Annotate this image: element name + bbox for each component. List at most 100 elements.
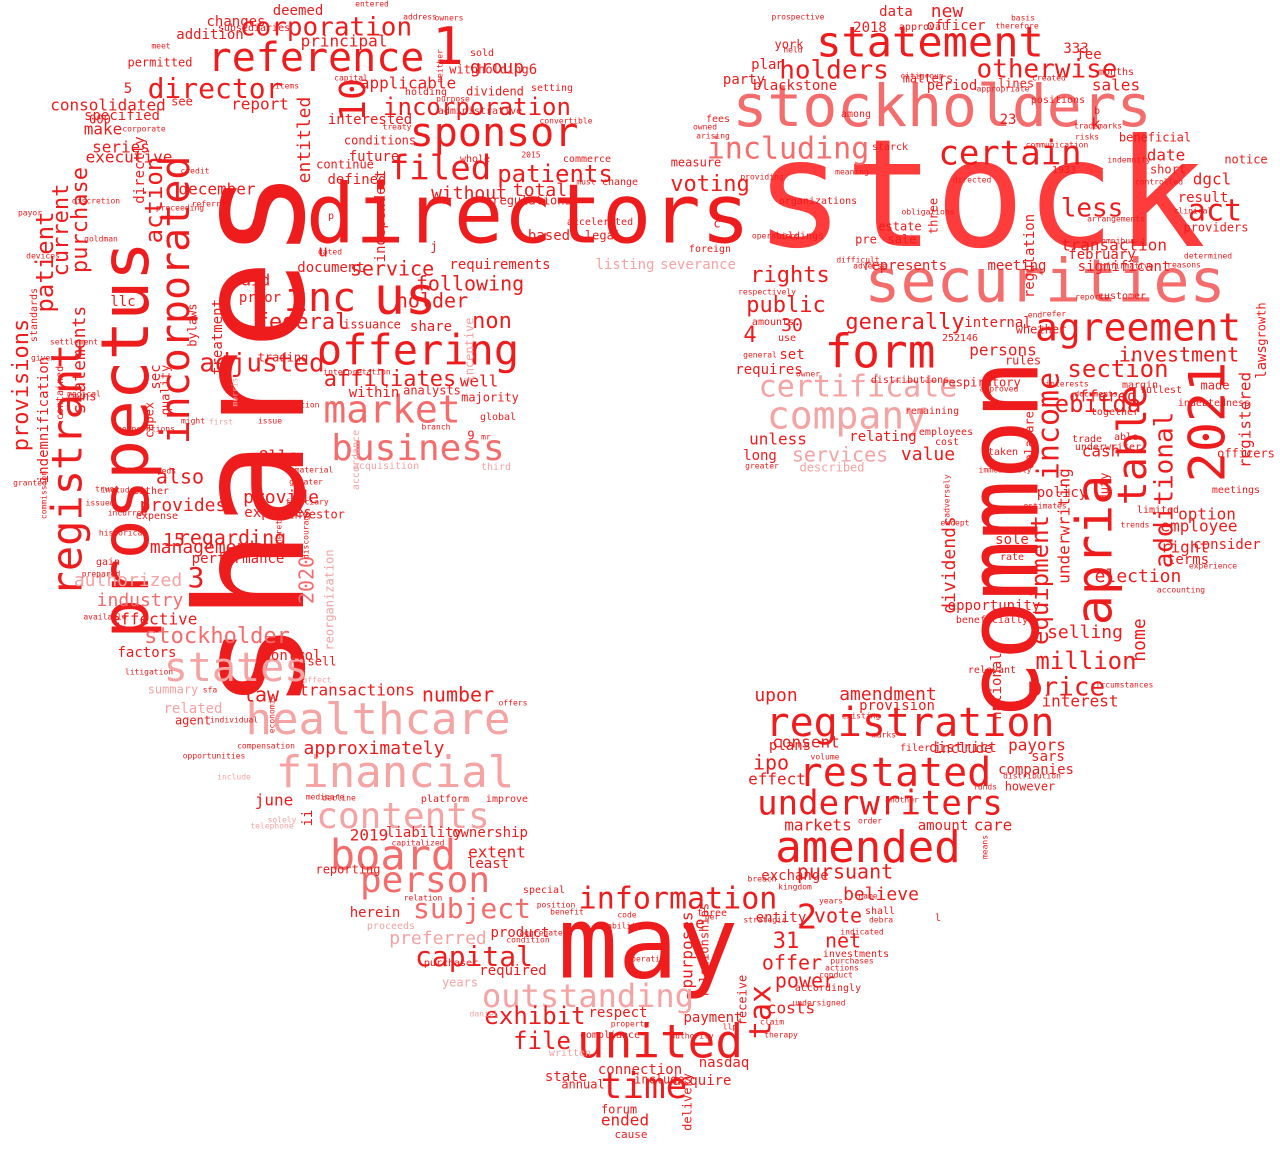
word-remaining: remaining <box>905 406 959 417</box>
word-reports: reports <box>1075 293 1109 302</box>
word-purchases: purchases <box>830 957 874 966</box>
word-8llc: 8llc <box>259 447 298 466</box>
word-financial: financial <box>276 747 514 798</box>
word-market: market <box>323 388 460 432</box>
word-rate: rate <box>1000 552 1024 563</box>
word-purchase: purchase <box>68 167 93 273</box>
word-amount: amount <box>918 818 969 834</box>
word-trust: trust <box>95 485 119 494</box>
word-form: form <box>825 325 936 379</box>
word-proceeds: proceeds <box>367 921 415 932</box>
word-2019: 2019 <box>350 826 389 845</box>
word-morris: morris <box>231 377 240 406</box>
word-discourage: discourage <box>302 511 311 559</box>
word-make: make <box>84 120 123 139</box>
word-obligations: obligations <box>902 208 955 217</box>
word-include: include <box>933 741 992 757</box>
word-officer: officer <box>926 18 985 34</box>
word-directors: directors <box>306 167 750 262</box>
word-held: held <box>783 46 802 55</box>
word-payors: payors <box>1008 736 1066 755</box>
word-pre: pre <box>855 233 877 247</box>
word-authority: authority <box>670 1032 714 1041</box>
word-affiliates: affiliates <box>324 367 456 392</box>
word-growth: growth <box>1255 302 1269 345</box>
word-months: months <box>1098 67 1134 78</box>
word-volume: volume <box>811 753 840 762</box>
word-needs: needs <box>152 467 176 476</box>
word-distributions: distributions <box>871 375 949 386</box>
word-required: required <box>479 963 546 979</box>
word-state: state <box>545 1069 587 1085</box>
word-accounting: accounting <box>1157 586 1205 595</box>
word-reporting: reporting <box>315 863 380 877</box>
word-discretion: discretion <box>72 197 120 206</box>
word-margin: margin <box>1122 380 1158 391</box>
word-least: least <box>467 856 509 872</box>
word-corporate: corporate <box>122 125 166 134</box>
word-sale: sale <box>888 233 917 247</box>
word-issuance: issuance <box>343 318 401 332</box>
word-investment: investment <box>1119 343 1239 367</box>
word-companies: companies <box>998 762 1074 778</box>
word-customer: customer <box>1098 291 1146 302</box>
word-investor: investor <box>287 508 345 522</box>
word-patient: patient <box>31 211 59 312</box>
word-price: price <box>1027 673 1105 703</box>
word-accordingly: accordingly <box>795 983 861 994</box>
word-non: non <box>472 309 512 334</box>
word-care: care <box>974 816 1013 835</box>
word-organizations: organizations <box>779 196 857 207</box>
word-standards: standards <box>29 288 40 342</box>
word-written: written <box>549 1048 591 1059</box>
word-starck: starck <box>872 142 908 153</box>
word-director: director <box>148 72 283 105</box>
word-meet: meet <box>151 42 170 51</box>
word-sfa: sfa <box>203 686 218 695</box>
word-liabilities: liabilities <box>598 922 651 931</box>
word-affect: affect <box>303 676 332 685</box>
word-basis: basis <box>1011 14 1035 23</box>
word-internal: internal <box>964 315 1031 331</box>
word-exchange: exchange <box>761 868 828 884</box>
word-immediately: immediately <box>979 466 1032 475</box>
word-taken: taken <box>988 447 1018 458</box>
word-condition: condition <box>506 936 550 945</box>
word-pursuant: pursuant <box>797 860 893 884</box>
word-respect: respect <box>588 1005 647 1021</box>
word-marks: marks <box>872 731 896 740</box>
word-items: items <box>275 82 299 91</box>
word-quality: quality <box>159 365 173 416</box>
word-improve: improve <box>486 794 528 805</box>
word-outstanding: outstanding <box>482 977 694 1015</box>
word-number: number <box>422 683 494 707</box>
word-branch: branch <box>422 423 451 432</box>
word-prepared: prepared <box>82 570 121 579</box>
word-available: available <box>83 613 127 622</box>
word-ii: ii <box>300 810 316 827</box>
word-preferred: preferred <box>389 928 487 949</box>
word-llp: llp <box>723 1023 738 1032</box>
word-foreign: foreign <box>689 244 731 255</box>
word-indemnification: indemnification <box>36 357 52 483</box>
word-entity: entity <box>756 910 807 926</box>
word-filed: filed <box>389 149 491 189</box>
word-operations: operations <box>752 232 800 241</box>
word-fiduciary: fiduciary <box>285 498 329 507</box>
word-inc: inc <box>284 275 356 321</box>
word-claim: claim <box>760 1018 784 1027</box>
word-public: public <box>746 293 825 318</box>
word-united: united <box>577 1015 743 1069</box>
word-healthcare: healthcare <box>246 694 511 745</box>
word-c: c <box>713 217 720 231</box>
word-therapy: therapy <box>764 1031 798 1040</box>
word-share: share <box>410 319 452 335</box>
word-corporations: corporations <box>117 425 175 434</box>
word-requirements: requirements <box>449 257 550 273</box>
word-regulation: regulation <box>1022 214 1038 298</box>
word-controlled: controlled <box>1135 178 1183 187</box>
word-conduct: conduct <box>819 971 853 980</box>
word-york: york <box>775 38 805 52</box>
word-significant: significant <box>1078 259 1171 275</box>
word-6: 6 <box>529 62 537 78</box>
